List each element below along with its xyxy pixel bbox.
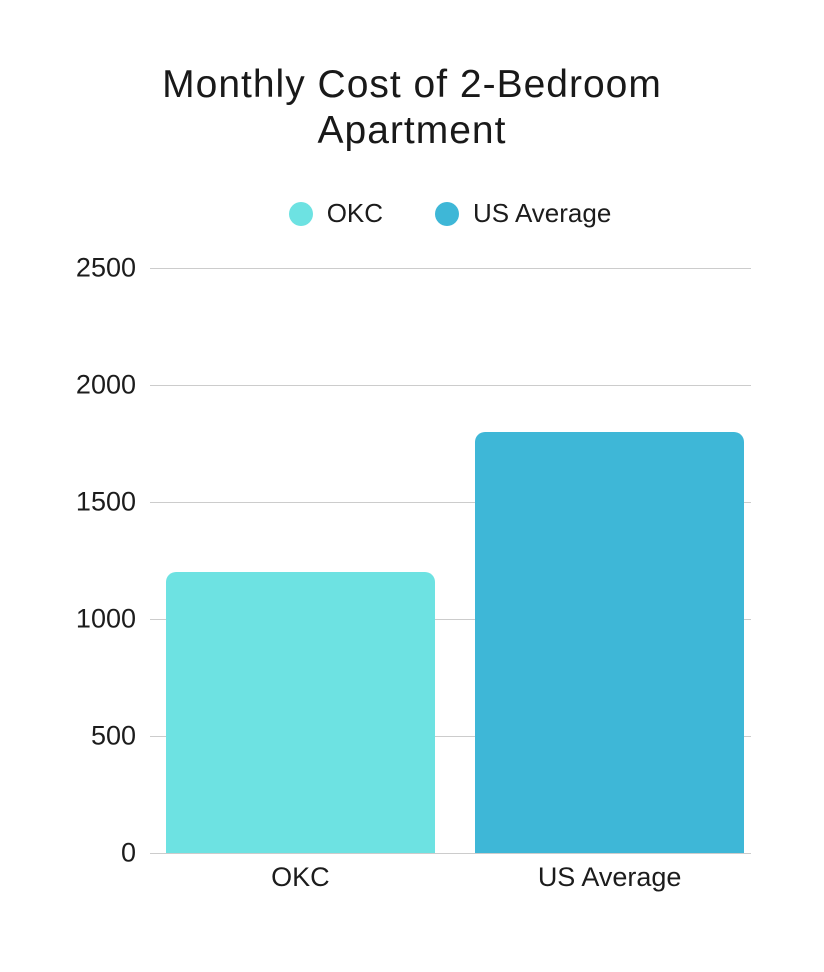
chart-title: Monthly Cost of 2-Bedroom Apartment [0,62,824,154]
gridline [150,619,751,620]
x-axis-label-okc: OKC [271,862,330,892]
legend-item-okc: OKC [288,198,384,229]
legend-label-okc: OKC [326,198,384,228]
y-axis-tick-label-2000: 2000 [75,369,136,400]
y-axis-tick-label-1500: 1500 [75,486,136,517]
y-axis-tick-label-0: 0 [120,837,136,868]
x-axis-label-us-average: US Average [537,862,682,892]
gridline [150,736,751,737]
y-axis-tick-label-500: 500 [90,720,136,751]
gridline [150,268,751,269]
gridline [150,385,751,386]
bar-okc [166,572,435,853]
y-axis: 2500 2000 1500 1000 500 0 [0,253,140,868]
bar-us-average [475,431,744,853]
bars-group [166,268,744,853]
legend-item-us-average: US Average [435,198,611,229]
gridline [150,853,751,854]
legend-label-us-average: US Average [473,198,612,228]
chart-title-line1: Monthly Cost of 2-Bedroom [162,63,662,106]
gridline [150,502,751,503]
x-axis: OKC US Average [166,862,744,893]
plot-area [150,268,751,854]
chart-title-line2: Apartment [317,109,507,153]
legend: OKC US Average [150,198,750,229]
legend-swatch-us-average-icon [435,201,460,226]
y-axis-tick-label-2500: 2500 [75,252,136,283]
y-axis-tick-label-1000: 1000 [75,603,136,634]
legend-swatch-okc-icon [288,201,313,226]
